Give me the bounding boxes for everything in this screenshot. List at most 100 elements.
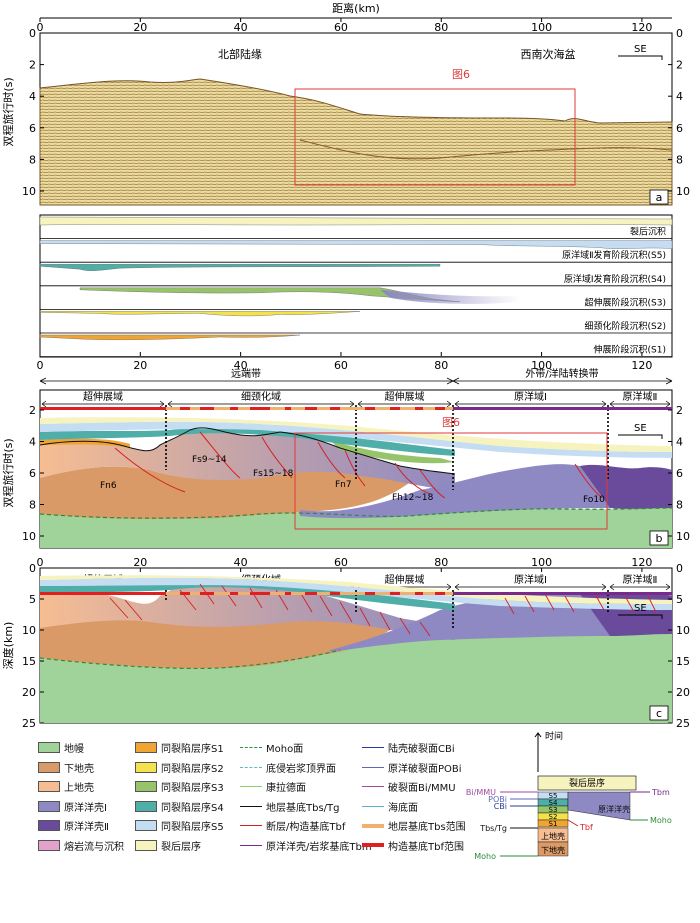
strip-x-tick-100: 100 — [531, 359, 552, 372]
tbf-extent-b — [180, 407, 340, 410]
a-twt-tick-left-0: 0 — [29, 27, 36, 40]
b-twt-tick-right-6: 6 — [676, 467, 683, 480]
legend-col2-5: 同裂陷层序S5 — [135, 818, 224, 833]
svg-text:时间: 时间 — [545, 730, 563, 742]
legend-col1-2: 下地壳 — [38, 760, 94, 775]
legend-col3-4: 地层基底Tbs/Tg — [240, 799, 340, 814]
cDomains-domain-4: 原洋域Ⅰ — [514, 573, 547, 586]
legend-swatch — [38, 820, 60, 831]
moho-line-c — [39, 649, 341, 670]
a-twt-tick-left-8: 8 — [29, 153, 36, 166]
legend-label: 原洋洋壳Ⅱ — [64, 822, 109, 833]
zone-outer-oct: 外带/洋陆转换带 — [525, 367, 598, 380]
legend-col1-4: 原洋洋壳Ⅰ — [38, 799, 107, 814]
svg-text:S2: S2 — [549, 813, 558, 821]
c-depth-tick-left-0: 0 — [29, 562, 36, 575]
a-twt-tick-right-10: 10 — [676, 185, 690, 198]
a-twt-tick-right-4: 4 — [676, 90, 683, 103]
strip-s3-oceanic-fade — [380, 289, 520, 304]
top-x-tick-20: 20 — [133, 21, 147, 34]
legend-col4-1: 陆壳破裂面CBi — [362, 740, 455, 755]
c-depth-tick-right-20: 20 — [676, 686, 690, 699]
legend-label: 上地壳 — [64, 783, 94, 794]
legend-label: 地幔 — [64, 744, 84, 755]
figure6-label-a: 图6 — [452, 68, 470, 81]
sync-rift-s1-b — [40, 438, 130, 448]
zone-distal: 远端带 — [231, 367, 261, 380]
legend-label: 陆壳破裂面CBi — [388, 744, 455, 755]
c-x-tick-0: 0 — [37, 556, 44, 569]
legend-label: 下地壳 — [64, 763, 94, 775]
b-twt-tick-right-8: 8 — [676, 499, 683, 512]
strip-band-2 — [39, 240, 673, 249]
legend-col4-2: 原洋破裂面POBi — [362, 760, 462, 775]
a-twt-tick-left-10: 10 — [22, 185, 36, 198]
legend-swatch — [362, 747, 384, 748]
svg-text:下地壳: 下地壳 — [541, 845, 565, 855]
strip-label-2: 原洋域Ⅱ发育阶段沉积(S5) — [562, 249, 666, 261]
b-twt-tick-right-2: 2 — [676, 404, 683, 417]
legend-label: 裂后层序 — [161, 841, 201, 853]
panel-b: 远端带 外带/洋陆转换带 超伸展域 细颈化域 超伸展域 原洋域Ⅰ 原洋域Ⅱ — [1, 367, 690, 549]
figure6-label-b: 图6 — [442, 416, 460, 429]
svg-text:原洋洋壳: 原洋洋壳 — [598, 804, 630, 814]
legend-label: 原洋洋壳Ⅰ — [64, 802, 107, 814]
fault-fn6: Fn6 — [100, 481, 117, 491]
strip-label-3: 原洋域Ⅰ发育阶段沉积(S4) — [564, 273, 666, 285]
svg-text:Tbs/Tg: Tbs/Tg — [479, 824, 507, 833]
distance-axis-title: 距离(km) — [332, 1, 380, 15]
panel-label-c: c — [656, 707, 662, 720]
legend-swatch — [38, 839, 60, 851]
b-twt-tick-right-10: 10 — [676, 530, 690, 543]
legend-swatch — [240, 805, 262, 807]
sync-rift-s5-b — [40, 421, 672, 458]
b-twt-tick-left-8: 8 — [29, 499, 36, 512]
legend-col3-1: Moho面 — [240, 740, 303, 755]
legend-swatch — [240, 844, 262, 846]
legend-label: 同裂陷层序S3 — [161, 783, 224, 794]
faults-b — [114, 431, 603, 499]
bDomains-domain-4: 原洋域Ⅰ — [514, 390, 547, 403]
top-x-tick-40: 40 — [234, 21, 248, 34]
lower-crust-b — [40, 466, 420, 519]
svg-text:裂后层序: 裂后层序 — [569, 777, 605, 789]
upper-crust-b — [40, 427, 455, 490]
c-depth-tick-left-25: 25 — [22, 717, 36, 730]
svg-text:Tbf: Tbf — [579, 823, 593, 832]
legend-col4-6: 构造基底Tbf范围 — [362, 838, 464, 853]
legend-label: 同裂陷层序S1 — [161, 744, 224, 755]
oceanic-crust-1-b — [300, 464, 610, 519]
b-twt-tick-right-4: 4 — [676, 436, 683, 449]
legend-swatch — [135, 761, 157, 773]
legend-col3-2: 底侵岩浆顶界面 — [240, 760, 336, 775]
cDomains-domain-3: 超伸展域 — [385, 573, 425, 586]
region-southwest-subbasin: 西南次海盆 — [521, 47, 576, 61]
b-twt-tick-title: 双程旅行时(s) — [1, 438, 15, 507]
legend-label: Moho面 — [266, 744, 304, 755]
legend-swatch — [240, 766, 262, 768]
c-depth-tick-title: 深度(km) — [1, 622, 15, 670]
svg-text:S4: S4 — [549, 799, 558, 807]
b-twt-tick-left-4: 4 — [29, 436, 36, 449]
strip-band-1 — [39, 216, 673, 226]
panel-label-a: a — [656, 191, 663, 204]
figure6-box-a — [294, 88, 576, 186]
strip-band-3 — [39, 264, 441, 271]
legend-label: 原洋破裂面POBi — [388, 763, 462, 775]
legend-col2-4: 同裂陷层序S4 — [135, 799, 224, 814]
legend-label: 同裂陷层序S4 — [161, 802, 224, 814]
legend-label: 熔岩流与沉积 — [64, 841, 124, 853]
post-rift-b — [40, 417, 672, 452]
direction-arrow-a — [618, 55, 663, 60]
legend-label: 同裂陷层序S5 — [161, 822, 224, 833]
figure6-box-b — [294, 432, 608, 530]
svg-text:Tbm: Tbm — [651, 788, 670, 797]
fault-fo10: Fo10 — [583, 495, 605, 505]
legend-label: 康拉德面 — [266, 783, 306, 794]
c-depth-tick-left-5: 5 — [29, 593, 36, 606]
a-twt-tick-right-0: 0 — [676, 27, 683, 40]
moho-line-b — [39, 507, 673, 519]
c-depth-tick-left-20: 20 — [22, 686, 36, 699]
c-x-tick-80: 80 — [434, 556, 448, 569]
